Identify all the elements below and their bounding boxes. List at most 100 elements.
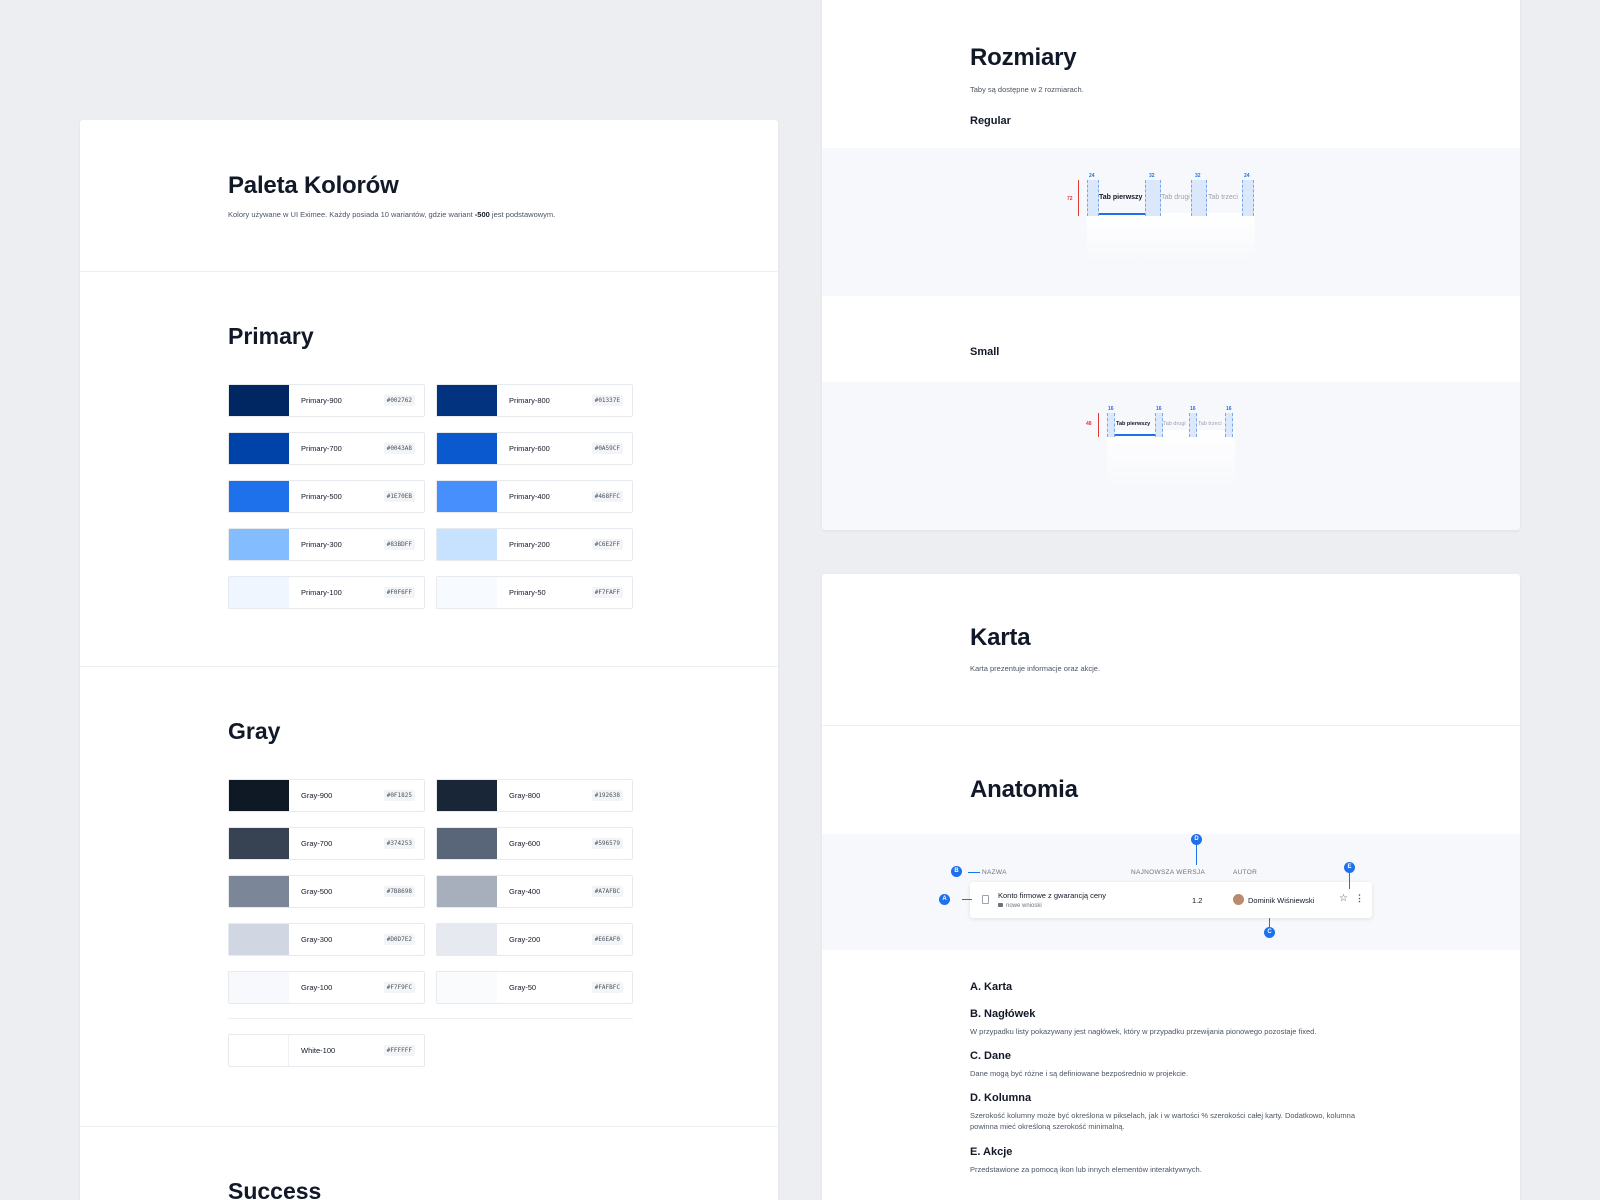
regular-fade [1087,213,1255,263]
swatch-hex: #FAFBFC [591,982,623,993]
swatch-hex: #596579 [591,838,623,849]
active-tab-indicator [1115,434,1155,436]
swatch-color [437,529,497,560]
regular-height-label: 72 [1067,196,1073,202]
swatch-hex: #FFFFFF [383,1045,415,1056]
swatch-name: Gray-500 [301,887,333,896]
swatch-gray-800: Gray-800 #192638 [436,779,633,812]
column-header-name: NAZWA [982,869,1007,876]
card-subtitle: Karta prezentuje informacje oraz akcje. [970,664,1101,673]
swatch-hex: #E6EAF0 [591,934,623,945]
swatch-gray-400: Gray-400 #A7AFBC [436,875,633,908]
gray-section-title: Gray [228,718,281,744]
swatch-name: Primary-200 [509,540,550,549]
swatch-gray-700: Gray-700 #374253 [228,827,425,860]
marker-line [1196,845,1197,865]
regular-label: Regular [970,115,1011,127]
swatch-hex: #0A59CF [591,443,623,454]
swatch-color [229,433,289,464]
padding-value: 16 [1226,406,1232,412]
swatch-color [229,828,289,859]
swatch-color [437,876,497,907]
padding-zone [1087,180,1099,216]
swatch-primary-100: Primary-100 #F0F6FF [228,576,425,609]
padding-zone [1145,180,1161,216]
swatch-name: Gray-200 [509,935,541,944]
swatch-color [437,924,497,955]
swatch-color [229,577,289,608]
height-indicator [1078,180,1079,216]
marker-a: A [939,894,950,905]
swatch-name: Gray-100 [301,983,333,992]
swatch-name: Primary-400 [509,492,550,501]
swatch-hex: #F7FAFF [591,587,623,598]
primary-section-title: Primary [228,323,314,349]
marker-line [968,872,980,873]
swatch-color [437,433,497,464]
swatch-color [437,481,497,512]
swatch-name: Gray-400 [509,887,541,896]
swatch-name: Primary-700 [301,444,342,453]
palette-title: Paleta Kolorów [228,172,399,199]
tab-regular-2[interactable]: Tab drugi [1161,194,1190,201]
definition-c-title: C. Dane [970,1050,1011,1062]
swatch-name: Primary-300 [301,540,342,549]
divider [228,1018,633,1019]
swatch-color [229,529,289,560]
swatch-hex: #002762 [383,395,415,406]
swatch-primary-800: Primary-800 #01337E [436,384,633,417]
definition-b-text: W przypadku listy pokazywany jest nagłów… [970,1027,1317,1036]
swatch-gray-500: Gray-500 #7B8698 [228,875,425,908]
swatch-hex: #192638 [591,790,623,801]
swatch-gray-300: Gray-300 #D0D7E2 [228,923,425,956]
swatch-name: Gray-800 [509,791,541,800]
padding-zone [1225,413,1233,437]
swatch-name: White-100 [301,1046,336,1055]
swatch-name: Primary-100 [301,588,342,597]
swatch-name: Gray-700 [301,839,333,848]
swatch-gray-50: Gray-50 #FAFBFC [436,971,633,1004]
swatch-color [437,385,497,416]
row-title: Konto firmowe z gwarancją ceny [998,891,1106,900]
tab-small-3[interactable]: Tab trzeci [1198,421,1222,427]
swatch-name: Gray-600 [509,839,541,848]
sizes-title: Rozmiary [970,44,1077,71]
swatch-gray-900: Gray-900 #0F1825 [228,779,425,812]
padding-value: 16 [1156,406,1162,412]
swatch-color [229,972,289,1003]
marker-b: B [951,866,962,877]
swatch-color [229,481,289,512]
swatch-color [229,876,289,907]
card-doc-card: Karta Karta prezentuje informacje oraz a… [822,574,1520,1200]
list-card-row[interactable]: Konto firmowe z gwarancją ceny nowe wnio… [970,882,1372,918]
card-title: Karta [970,624,1031,651]
sizes-subtitle: Taby są dostępne w 2 rozmiarach. [970,85,1084,94]
tab-small-1[interactable]: Tab pierwszy [1116,421,1151,427]
padding-value: 24 [1089,173,1095,179]
anatomy-title: Anatomia [970,776,1078,803]
swatch-color [229,924,289,955]
padding-value: 32 [1149,173,1155,179]
swatch-color [229,385,289,416]
swatch-hex: #0F1825 [383,790,415,801]
padding-value: 24 [1244,173,1250,179]
definition-d-text: Szerokość kolumny może być określona w p… [970,1111,1356,1131]
marker-e: E [1344,862,1355,873]
swatch-hex: #D0D7E2 [383,934,415,945]
tab-regular-1[interactable]: Tab pierwszy [1099,194,1143,201]
avatar [1233,894,1244,905]
swatch-primary-50: Primary-50 #F7FAFF [436,576,633,609]
tab-small-2[interactable]: Tab drugi [1163,421,1186,427]
padding-zone [1189,413,1197,437]
swatch-name: Primary-50 [509,588,546,597]
star-icon[interactable]: ☆ [1339,893,1348,904]
swatch-white-100: White-100 #FFFFFF [228,1034,425,1067]
swatch-primary-600: Primary-600 #0A59CF [436,432,633,465]
swatch-name: Gray-300 [301,935,333,944]
padding-value: 16 [1108,406,1114,412]
document-icon [982,895,989,904]
divider [822,725,1520,726]
tab-regular-3[interactable]: Tab trzeci [1208,194,1238,201]
padding-zone [1242,180,1254,216]
more-vertical-icon[interactable]: ⋮ [1355,893,1364,903]
